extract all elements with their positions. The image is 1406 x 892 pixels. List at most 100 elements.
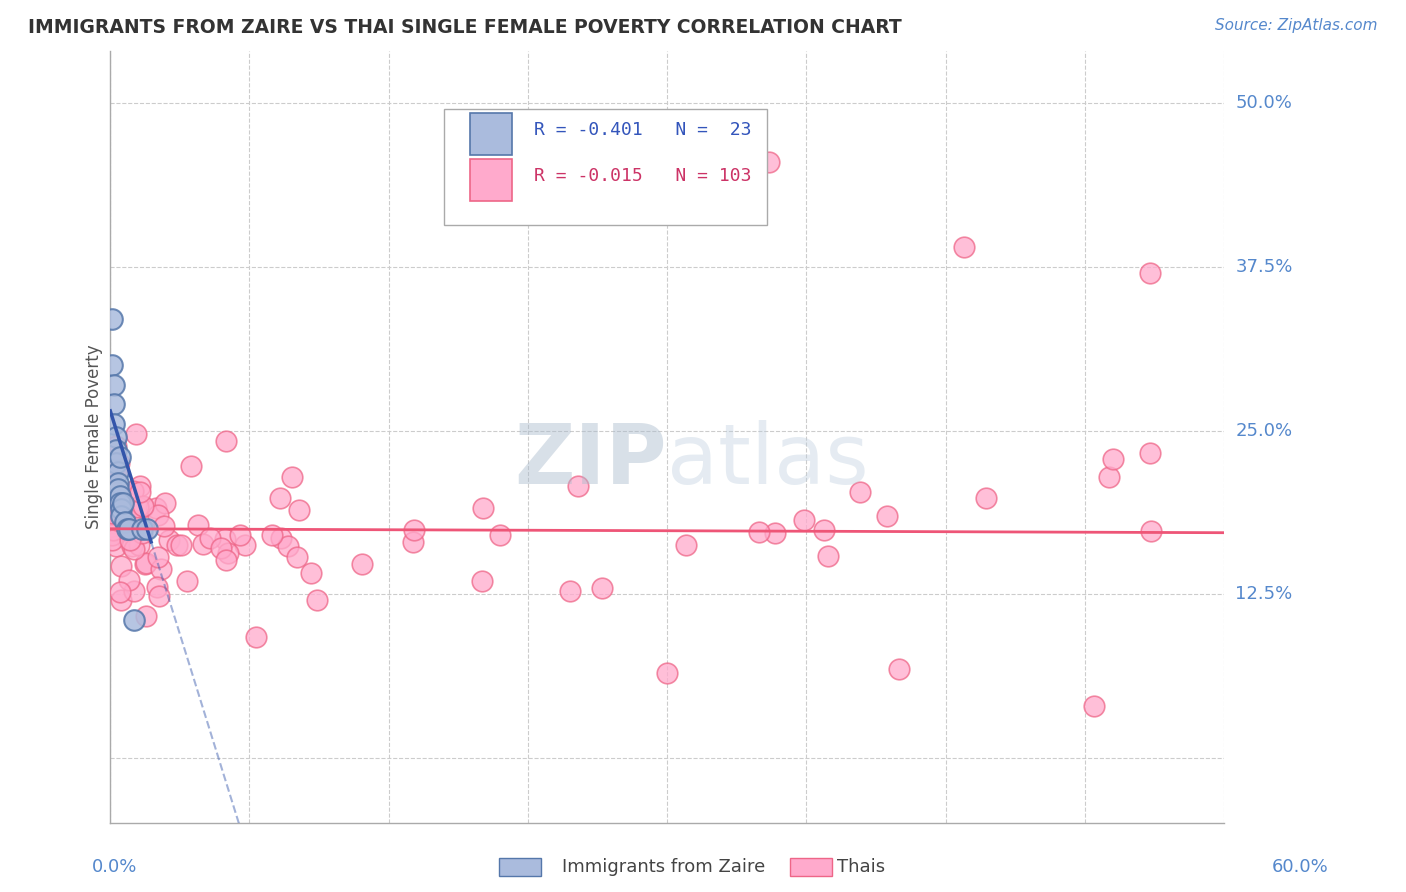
- Point: [114, 515, 136, 529]
- Point: [104, 443, 127, 458]
- Point: [115, 532, 138, 546]
- Text: 37.5%: 37.5%: [1236, 258, 1292, 276]
- Point: [305, 593, 328, 607]
- Point: [352, 557, 374, 571]
- Text: R = -0.015   N = 103: R = -0.015 N = 103: [533, 167, 751, 185]
- Point: [675, 538, 697, 552]
- Point: [758, 155, 780, 169]
- Text: 50.0%: 50.0%: [1236, 94, 1292, 112]
- Point: [132, 500, 155, 515]
- Point: [567, 479, 589, 493]
- Point: [793, 513, 815, 527]
- Point: [287, 503, 309, 517]
- Point: [103, 459, 125, 474]
- Point: [135, 609, 157, 624]
- Point: [120, 494, 142, 508]
- Point: [124, 583, 146, 598]
- FancyBboxPatch shape: [470, 159, 512, 202]
- Point: [122, 483, 145, 498]
- Point: [176, 574, 198, 588]
- Point: [115, 488, 138, 502]
- Point: [101, 482, 124, 496]
- Point: [1098, 470, 1121, 484]
- Point: [110, 558, 132, 573]
- Point: [471, 501, 494, 516]
- Point: [103, 417, 125, 431]
- Point: [889, 662, 911, 676]
- Text: Source: ZipAtlas.com: Source: ZipAtlas.com: [1215, 18, 1378, 33]
- Point: [101, 523, 124, 537]
- Point: [281, 469, 304, 483]
- Point: [107, 466, 129, 480]
- Point: [270, 531, 292, 545]
- Point: [110, 585, 132, 599]
- Point: [103, 501, 125, 516]
- Text: 0.0%: 0.0%: [91, 858, 136, 876]
- Point: [120, 513, 142, 527]
- Point: [1083, 698, 1105, 713]
- Point: [214, 532, 236, 546]
- Point: [103, 377, 125, 392]
- Text: 60.0%: 60.0%: [1272, 858, 1329, 876]
- Point: [471, 574, 494, 589]
- Point: [108, 450, 131, 464]
- Point: [180, 458, 202, 473]
- Point: [104, 430, 127, 444]
- FancyBboxPatch shape: [470, 112, 512, 155]
- Point: [657, 665, 679, 680]
- Point: [135, 556, 157, 570]
- Point: [115, 522, 138, 536]
- Point: [103, 397, 125, 411]
- Text: 25.0%: 25.0%: [1236, 422, 1292, 440]
- Point: [974, 491, 997, 506]
- Text: atlas: atlas: [668, 420, 869, 500]
- Point: [817, 549, 839, 563]
- Point: [299, 566, 322, 580]
- Point: [200, 531, 222, 545]
- Point: [157, 533, 180, 548]
- Point: [228, 527, 250, 541]
- Point: [108, 508, 131, 523]
- Point: [129, 479, 152, 493]
- Point: [953, 240, 976, 254]
- Point: [146, 550, 169, 565]
- Point: [124, 427, 146, 442]
- Point: [118, 573, 141, 587]
- Point: [813, 523, 835, 537]
- Point: [120, 533, 142, 547]
- Point: [215, 434, 238, 449]
- Point: [104, 539, 127, 553]
- Point: [146, 580, 169, 594]
- Point: [118, 522, 141, 536]
- Point: [1139, 524, 1161, 538]
- Point: [107, 456, 129, 470]
- Point: [146, 508, 169, 522]
- Point: [150, 562, 173, 576]
- Point: [105, 466, 128, 480]
- Point: [145, 501, 167, 516]
- Point: [1139, 446, 1161, 460]
- Text: Thais: Thais: [837, 858, 884, 876]
- Y-axis label: Single Female Poverty: Single Female Poverty: [86, 345, 103, 529]
- Point: [108, 495, 131, 509]
- Point: [277, 539, 299, 553]
- Point: [110, 508, 132, 523]
- Point: [215, 552, 238, 566]
- Point: [124, 614, 146, 628]
- Point: [114, 504, 136, 518]
- Point: [112, 495, 135, 509]
- Point: [136, 522, 159, 536]
- Point: [105, 460, 128, 475]
- Point: [152, 519, 174, 533]
- Point: [558, 583, 581, 598]
- Point: [260, 528, 283, 542]
- Point: [114, 513, 136, 527]
- Point: [115, 521, 138, 535]
- Point: [404, 523, 426, 537]
- Point: [763, 525, 786, 540]
- Point: [104, 456, 127, 470]
- Point: [101, 528, 124, 542]
- Point: [134, 557, 156, 571]
- Point: [108, 489, 131, 503]
- Point: [1102, 451, 1125, 466]
